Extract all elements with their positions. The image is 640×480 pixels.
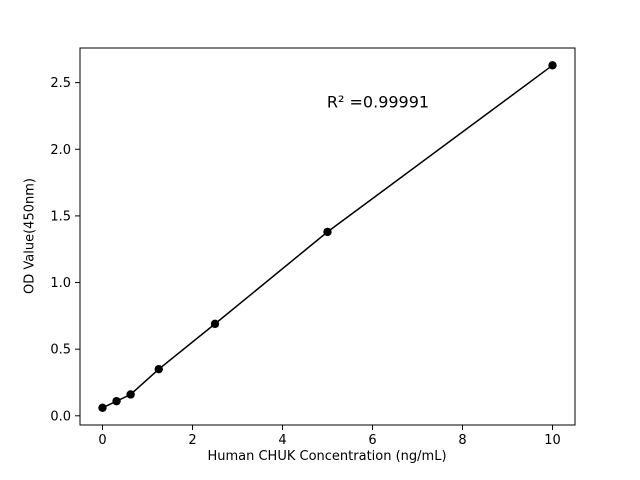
y-tick-label: 2.5 — [50, 76, 71, 91]
plot-area-border — [79, 47, 576, 426]
x-tick-label: 6 — [368, 433, 376, 448]
y-tick-label: 1.5 — [50, 209, 71, 224]
data-point — [98, 403, 107, 413]
x-tick-label: 8 — [458, 433, 466, 448]
y-tick-label: 2.0 — [50, 143, 71, 158]
x-tick-label: 4 — [278, 433, 286, 448]
x-axis-label: Human CHUK Concentration (ng/mL) — [207, 449, 447, 464]
data-point — [323, 227, 332, 237]
fit-line — [102, 64, 553, 409]
x-tick-label: 10 — [544, 433, 561, 448]
data-point — [154, 364, 163, 374]
x-tick-label: 0 — [98, 433, 106, 448]
r-squared-annotation: R² =0.99991 — [326, 92, 430, 112]
y-axis-label: OD Value(450nm) — [22, 178, 38, 294]
x-tick-label: 2 — [188, 433, 196, 448]
y-tick-label: 0.0 — [50, 409, 71, 424]
data-point — [112, 396, 121, 406]
y-tick-label: 1.0 — [50, 276, 71, 291]
y-tick-label: 0.5 — [50, 343, 71, 358]
data-point — [126, 390, 135, 399]
data-point — [210, 319, 220, 329]
data-point — [548, 61, 557, 70]
